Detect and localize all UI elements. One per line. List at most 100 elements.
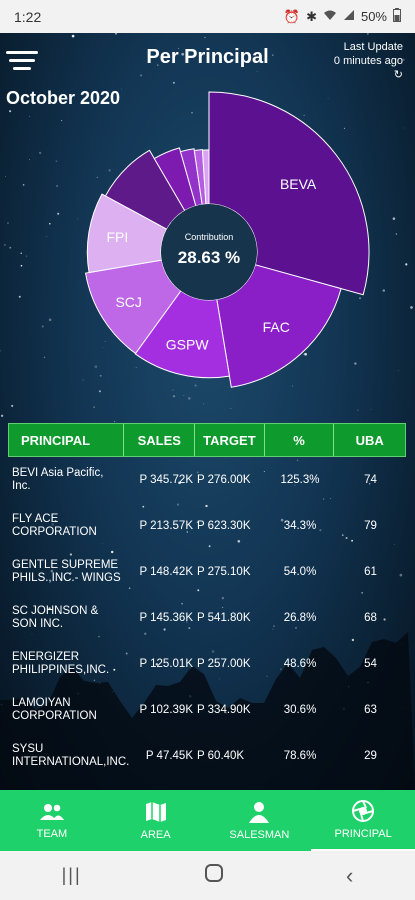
star [69,553,73,556]
refresh-icon[interactable]: ↻ [393,69,403,81]
star [404,127,405,129]
header-percent[interactable]: % [265,424,335,456]
nav-team[interactable]: TEAM [0,790,104,851]
battery-percent: 50% [360,9,387,24]
star [218,678,220,680]
home-icon[interactable] [204,864,223,887]
aperture-icon [352,799,375,822]
star [172,395,176,398]
cell-percent: 30.6% [283,704,317,716]
star [368,483,371,485]
cell-sales: P 345.72K [139,474,193,486]
star [186,531,188,533]
star [185,621,188,623]
star [354,362,357,365]
header-uba[interactable]: UBA [355,432,384,448]
period-label: October 2020 [6,88,121,108]
star [351,539,354,542]
signal-icon [343,9,355,24]
table-row[interactable]: ENERGIZER PHILIPPINES,INC. P 125.01K P 257… [8,641,406,687]
cell-percent: 54.0% [283,566,317,578]
nav-area[interactable]: AREA [104,790,208,851]
star [163,628,166,631]
star [38,151,42,155]
pie-label: BEVA [280,176,317,192]
star [272,628,274,630]
star [49,222,51,225]
star [113,668,116,671]
star [266,675,268,677]
nav-principal[interactable]: PRINCIPAL [311,790,415,851]
pie-label: FPI [107,229,129,245]
star [319,529,322,532]
star [304,352,307,356]
star [102,347,104,349]
nav-salesman[interactable]: SALESMAN [208,790,312,851]
star [128,587,131,590]
star [359,297,361,299]
star [102,542,103,544]
star [94,365,98,369]
star [242,475,245,477]
star [177,662,179,664]
star [303,114,305,116]
table-row[interactable]: GENTLE SUPREME PHILS.,INC.- WINGS P 148.4… [8,549,406,595]
star [397,370,399,371]
cell-uba: 29 [364,750,377,762]
map-icon [145,801,166,822]
star [178,481,181,485]
cell-sales: P 47.45K [145,750,193,762]
star [295,627,297,629]
star [393,543,395,545]
star [204,36,206,39]
table-row[interactable]: FLY ACE CORPORATION P 213.57K P 623.30K 34.… [8,503,406,549]
table-row[interactable]: SYSU INTERNATIONAL,INC. P 47.45K P 60.40K 7… [8,733,406,779]
header-principal[interactable]: PRINCIPAL [9,424,125,456]
status-time: 1:22 [14,8,42,25]
cell-sales: P 102.39K [139,704,193,716]
star [203,403,204,405]
star [291,385,293,387]
star [125,652,128,655]
cell-uba: 68 [364,612,377,624]
stars-decoration [0,0,415,790]
star [104,341,106,342]
star [43,356,46,359]
star [26,255,28,257]
cell-target: P 275.10K [197,566,251,578]
star [341,534,344,536]
principal-table: PRINCIPAL SALES TARGET % UBA BEVI Asia P… [8,423,406,779]
back-icon[interactable]: ‹ [346,862,354,888]
table-row[interactable]: BEVI Asia Pacific, Inc. P 345.72K P 276.00… [8,457,406,503]
star [98,390,101,393]
star [55,160,58,162]
star [135,367,137,368]
nav-principal-label: PRINCIPAL [334,827,392,840]
star [361,592,363,594]
pie-center-label: Contribution [185,232,234,242]
star [395,233,398,235]
star [343,127,346,130]
principal-pie-chart[interactable]: BEVA FAC GSPW SCJ FPI Contribution 28.63 % [0,88,415,398]
pie-label: GSPW [166,336,210,352]
star [194,384,197,387]
star [172,389,174,391]
tree-silhouette [0,632,415,790]
star [366,32,369,35]
header-target[interactable]: TARGET [195,424,265,456]
star [280,518,284,522]
star [329,498,331,500]
header-sales[interactable]: SALES [124,424,196,456]
pie-center-value: 28.63 % [178,248,240,267]
table-row[interactable]: SC JOHNSON & SON INC. P 145.36K P 541.80K 2… [8,595,406,641]
star [294,484,296,486]
cell-principal: FLY ACE CORPORATION [12,513,97,538]
star [121,88,123,90]
star [181,52,185,56]
star [155,663,158,666]
cell-principal: GENTLE SUPREME PHILS.,INC.- WINGS [12,559,121,584]
cell-principal: LAMOIYAN CORPORATION [12,697,97,722]
recent-apps-icon[interactable]: ||| [61,865,82,885]
filter-menu-button[interactable] [6,47,40,75]
table-row[interactable]: LAMOIYAN CORPORATION P 102.39K P 334.90K 30… [8,687,406,733]
